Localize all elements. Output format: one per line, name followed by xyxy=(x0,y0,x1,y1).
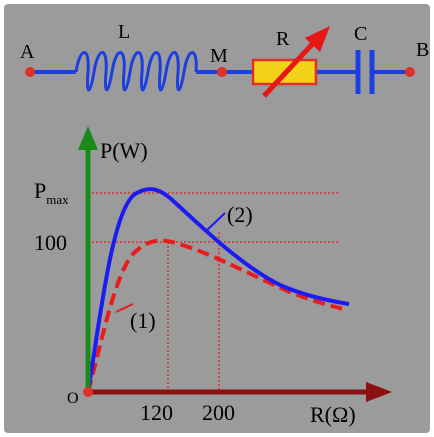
label-b: B xyxy=(416,39,429,61)
y-tick-100: 100 xyxy=(34,230,67,255)
curve-1-label: (1) xyxy=(130,308,156,333)
label-a: A xyxy=(20,41,35,63)
pmax-main: P xyxy=(34,178,46,203)
node-a xyxy=(25,67,35,77)
label-m: M xyxy=(210,45,228,67)
node-m xyxy=(217,67,227,77)
curve-1-pointer xyxy=(115,303,134,313)
variable-arrow-head xyxy=(305,26,330,52)
label-l: L xyxy=(118,21,130,43)
node-b xyxy=(405,67,415,77)
x-axis-arrow xyxy=(366,382,392,402)
x-tick-120: 120 xyxy=(140,400,173,425)
inductor-coil xyxy=(74,51,198,92)
pmax-label: Pmax xyxy=(34,178,69,207)
curve-2-label: (2) xyxy=(227,202,253,227)
curve-2 xyxy=(86,187,350,393)
x-tick-200: 200 xyxy=(202,400,235,425)
origin-dot xyxy=(83,387,93,397)
pmax-subscript: max xyxy=(46,192,69,207)
circuit: A L M R C B xyxy=(20,21,429,98)
variable-arrow-shaft xyxy=(262,36,320,98)
y-axis-arrow xyxy=(78,126,98,150)
origin-label: O xyxy=(67,390,79,407)
label-r: R xyxy=(276,28,290,50)
curve-2-pointer xyxy=(204,212,226,233)
label-c: C xyxy=(354,23,367,45)
grey-panel xyxy=(4,4,430,433)
x-axis-label: R(Ω) xyxy=(310,402,356,427)
power-graph: P(W) Pmax 100 O 120 200 R(Ω) (2) (1) xyxy=(34,126,392,427)
y-axis-label: P(W) xyxy=(100,138,148,163)
curve-1 xyxy=(86,238,349,393)
